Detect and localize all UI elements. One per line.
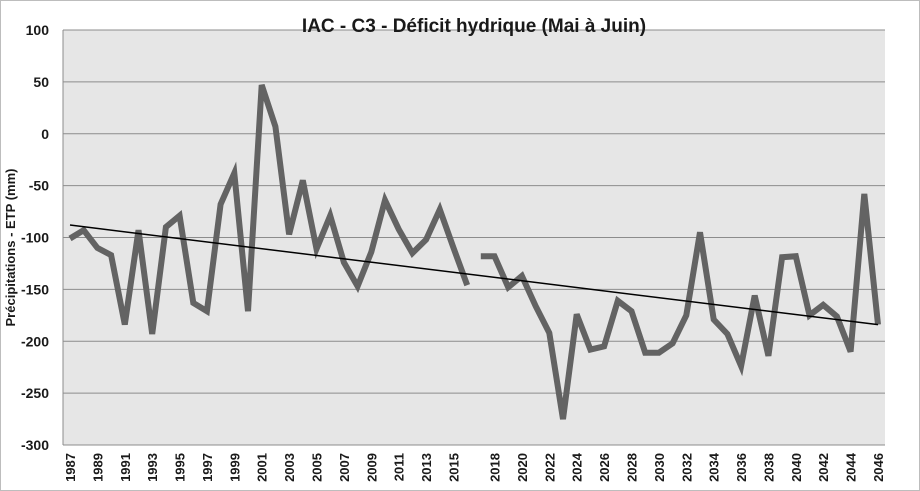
x-tick-label: 2007 [337, 453, 352, 482]
x-tick-label: 2009 [364, 453, 379, 482]
x-axis-ticks: 1987 1989 1991 1993 1995 1997 1999 2001 2003 2005… [63, 452, 886, 482]
y-tick-label: -150 [21, 281, 49, 297]
x-tick-label: 2005 [310, 453, 325, 482]
x-tick-label: 2034 [707, 452, 722, 482]
y-tick-label: -200 [21, 333, 49, 349]
series-lines [68, 84, 881, 420]
x-tick-label: 2038 [761, 453, 776, 482]
x-tick-label: 2018 [488, 453, 503, 482]
x-tick-label: 2022 [542, 453, 557, 482]
y-tick-label: -50 [29, 178, 49, 194]
x-tick-label: 1995 [173, 453, 188, 482]
y-axis-label: Précipitations - ETP (mm) [3, 169, 18, 327]
x-tick-label: 2015 [446, 453, 461, 482]
x-tick-label: 1991 [118, 453, 133, 482]
x-tick-label: 1989 [90, 453, 105, 482]
y-tick-label: 50 [33, 74, 49, 90]
y-tick-label: -300 [21, 437, 49, 453]
y-tick-label: 100 [26, 22, 50, 38]
x-tick-label: 2020 [515, 453, 530, 482]
series-line [480, 193, 881, 420]
y-axis-ticks: 100 50 0 -50 -100 -150 -200 -250 -300 [21, 22, 49, 453]
x-tick-label: 1999 [227, 453, 242, 482]
x-tick-label: 2030 [652, 453, 667, 482]
x-tick-label: 2040 [789, 453, 804, 482]
x-tick-label: 2036 [734, 453, 749, 482]
x-tick-label: 2001 [255, 453, 270, 482]
y-tick-label: -250 [21, 385, 49, 401]
x-tick-label: 2013 [419, 453, 434, 482]
x-tick-label: 2042 [816, 453, 831, 482]
x-tick-label: 1997 [200, 453, 215, 482]
x-tick-label: 2032 [679, 453, 694, 482]
x-tick-label: 2011 [392, 453, 407, 481]
trendline [69, 224, 879, 326]
x-tick-label: 2046 [871, 453, 886, 482]
chart-title: IAC - C3 - Déficit hydrique (Mai à Juin) [302, 16, 646, 37]
x-tick-label: 2026 [597, 453, 612, 482]
y-tick-label: 0 [41, 126, 49, 142]
y-tick-label: -100 [21, 230, 49, 246]
x-tick-label: 2044 [844, 452, 859, 482]
x-tick-label: 2028 [624, 453, 639, 482]
x-tick-label: 1993 [145, 453, 160, 482]
series-line [68, 84, 471, 335]
x-tick-label: 2024 [570, 452, 585, 482]
trendline-line [69, 224, 879, 326]
x-tick-label: 2003 [282, 453, 297, 482]
x-tick-label: 1987 [63, 453, 78, 482]
